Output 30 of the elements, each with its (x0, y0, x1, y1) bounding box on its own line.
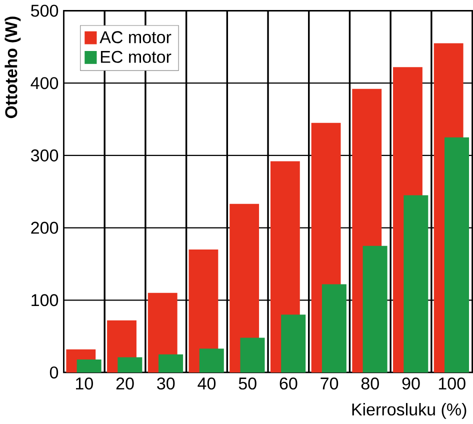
x-tick-label: 10 (76, 378, 93, 390)
x-tick-label: 20 (116, 378, 134, 390)
bar (118, 357, 142, 373)
bar (404, 195, 428, 373)
legend-label: AC motor (100, 31, 172, 44)
y-axis-title: Ottoteho (W) (4, 16, 21, 118)
bar (281, 314, 306, 373)
bar (158, 354, 184, 373)
x-tick-label: 30 (157, 378, 175, 390)
x-tick-label: 70 (320, 378, 338, 390)
x-tick-label: 80 (361, 378, 379, 390)
x-tick-label: 50 (238, 378, 256, 390)
y-tick-label: 400 (30, 77, 58, 90)
x-tick-label: 60 (280, 378, 298, 390)
bar (199, 348, 224, 373)
y-tick-label: 300 (30, 150, 58, 162)
bar (322, 284, 346, 373)
bar (444, 138, 470, 373)
x-tick-label: 90 (402, 378, 420, 390)
x-tick-label: 100 (438, 378, 466, 390)
x-axis-title: Kierrosluku (%) (352, 403, 466, 420)
y-tick-label: 0 (50, 366, 58, 379)
bar (362, 246, 388, 373)
x-tick-label: 40 (198, 378, 216, 390)
y-tick-label: 200 (31, 222, 58, 234)
bar (76, 360, 102, 373)
y-tick-label: 100 (32, 294, 58, 306)
legend-label: EC motor (100, 51, 172, 64)
y-tick-label: 500 (31, 4, 58, 17)
bar (240, 338, 265, 373)
